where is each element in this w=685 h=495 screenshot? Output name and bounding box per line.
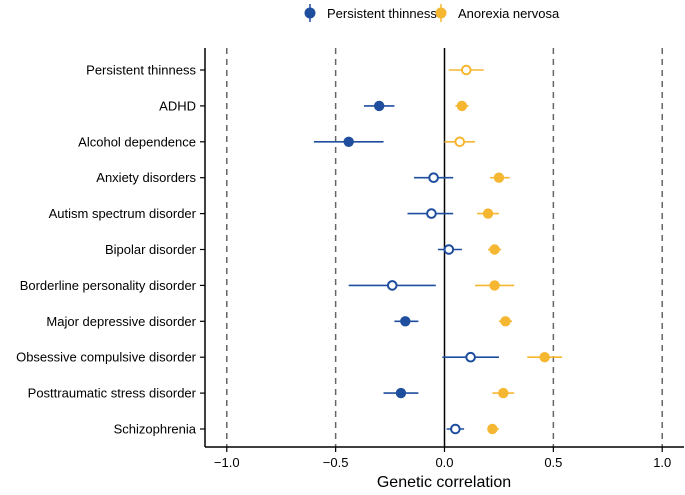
category-labels: Persistent thinness ADHD Alcohol dependenc…	[16, 63, 205, 437]
anorexia-nervosa-point	[456, 100, 468, 112]
anorexia-nervosa-point	[489, 244, 500, 255]
persistent-thinness-point	[428, 172, 439, 183]
anorexia-nervosa-point	[460, 64, 472, 76]
anorexia-nervosa-point	[539, 352, 550, 363]
category-label: Borderline personality disorder	[20, 278, 197, 293]
persistent-thinness-point	[465, 351, 476, 363]
anorexia-nervosa-point	[498, 387, 509, 399]
category-label: Bipolar disorder	[105, 242, 197, 257]
category-label: Schizophrenia	[114, 422, 197, 437]
axes: −1.0 −0.5 0.0 0.5 1.0	[204, 48, 684, 470]
legend-anorexia-nervosa-marker	[435, 7, 447, 19]
persistent-thinness-point	[386, 280, 398, 291]
persistent-thinness-point	[443, 244, 455, 255]
x-tick-label: −0.5	[323, 455, 349, 470]
category-label: Posttraumatic stress disorder	[28, 386, 197, 401]
anorexia-nervosa-point	[493, 172, 505, 183]
anorexia-nervosa-point	[487, 423, 498, 435]
category-label: Major depressive disorder	[46, 314, 196, 329]
legend-anorexia-nervosa-label: Anorexia nervosa	[458, 6, 560, 21]
category-label: Persistent thinness	[86, 63, 196, 78]
legend-persistent-thinness-label: Persistent thinness	[327, 6, 437, 21]
persistent-thinness-point	[400, 316, 411, 327]
persistent-thinness-point	[426, 208, 437, 219]
anorexia-nervosa-point	[454, 136, 466, 148]
anorexia-nervosa-point	[500, 316, 511, 327]
legend-persistent-thinness-marker	[304, 7, 316, 19]
category-label: Obsessive compulsive disorder	[16, 350, 197, 365]
x-tick-label: 0.0	[435, 455, 453, 470]
persistent-thinness-point	[395, 387, 407, 399]
category-label: Alcohol dependence	[78, 134, 196, 149]
anorexia-nervosa-point	[482, 208, 494, 219]
category-label: Anxiety disorders	[96, 170, 196, 185]
persistent-thinness-point	[373, 100, 385, 112]
category-label: Autism spectrum disorder	[49, 206, 197, 221]
anorexia-nervosa-point	[489, 280, 500, 291]
data-marks	[313, 64, 563, 435]
x-tick-label: −1.0	[214, 455, 240, 470]
category-label: ADHD	[159, 98, 196, 113]
x-tick-label: 0.5	[544, 455, 562, 470]
persistent-thinness-point	[450, 423, 461, 435]
x-tick-label: 1.0	[653, 455, 671, 470]
legend: Persistent thinness Anorexia nervosa	[304, 4, 560, 22]
persistent-thinness-point	[343, 136, 354, 147]
x-axis-title: Genetic correlation	[377, 474, 511, 491]
reference-lines	[226, 48, 663, 447]
